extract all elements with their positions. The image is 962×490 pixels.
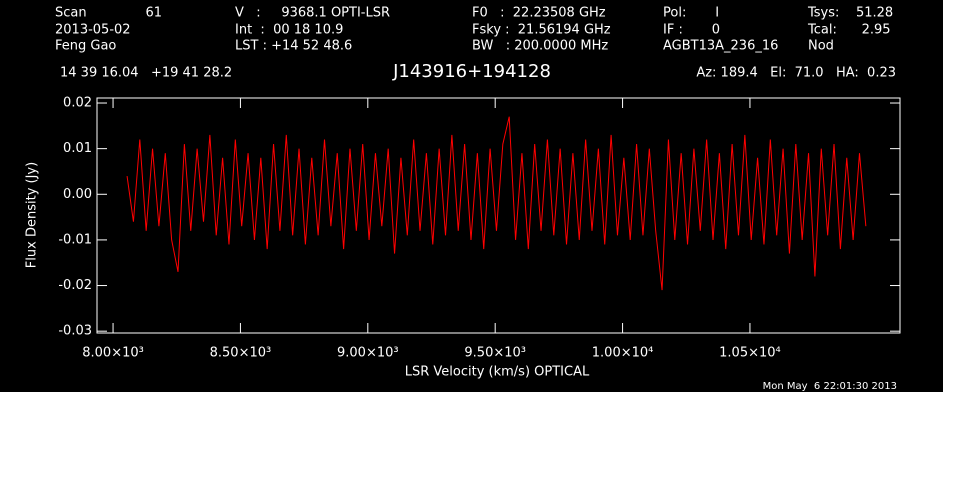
x-tick-label: 9.50×10³ [464, 346, 526, 361]
chart-title: J143916+194128 [392, 61, 551, 82]
y-tick-label: -0.03 [58, 324, 92, 339]
header-tsys: Tsys: 51.28 [807, 6, 893, 21]
y-tick-label: 0.02 [63, 96, 92, 111]
header-azel: Az: 189.4 El: 71.0 HA: 0.23 [696, 66, 896, 81]
header-pol: Pol: I [663, 6, 719, 21]
x-tick-label: 1.00×10⁴ [592, 346, 654, 361]
header-lst: LST : +14 52 48.6 [235, 39, 352, 54]
x-tick-label: 8.00×10³ [82, 346, 144, 361]
header-observer: Feng Gao [55, 39, 116, 54]
header-if: IF : 0 [663, 23, 720, 38]
x-axis-label: LSR Velocity (km/s) OPTICAL [405, 365, 590, 380]
spectrum-line [126, 116, 867, 291]
x-tick-label: 8.50×10³ [210, 346, 272, 361]
x-tick-label: 1.05×10⁴ [719, 346, 781, 361]
plot-frame [96, 97, 901, 334]
header-velocity: V : 9368.1 OPTI-LSR [235, 6, 390, 21]
header-coords: 14 39 16.04 +19 41 28.2 [60, 66, 232, 81]
header-int: Int : 00 18 10.9 [235, 23, 343, 38]
header-proc: Nod [808, 39, 834, 54]
header-scan-label: Scan [55, 6, 87, 21]
y-tick-label: 0.00 [63, 187, 92, 202]
header-tcal: Tcal: 2.95 [807, 23, 891, 38]
header-project: AGBT13A_236_16 [663, 39, 778, 54]
y-axis-label: Flux Density (Jy) [25, 162, 40, 268]
y-tick-label: -0.02 [58, 278, 92, 293]
y-tick-label: -0.01 [58, 232, 92, 247]
y-tick-label: 0.01 [63, 141, 92, 156]
header-f0: F0 : 22.23508 GHz [472, 6, 606, 21]
header-date: 2013-05-02 [55, 23, 131, 38]
header-fsky: Fsky : 21.56194 GHz [472, 23, 611, 38]
header-scan: 61 [145, 6, 162, 21]
x-tick-label: 9.00×10³ [337, 346, 399, 361]
timestamp: Mon May 6 22:01:30 2013 [763, 381, 897, 392]
header-bw: BW : 200.0000 MHz [472, 39, 608, 54]
